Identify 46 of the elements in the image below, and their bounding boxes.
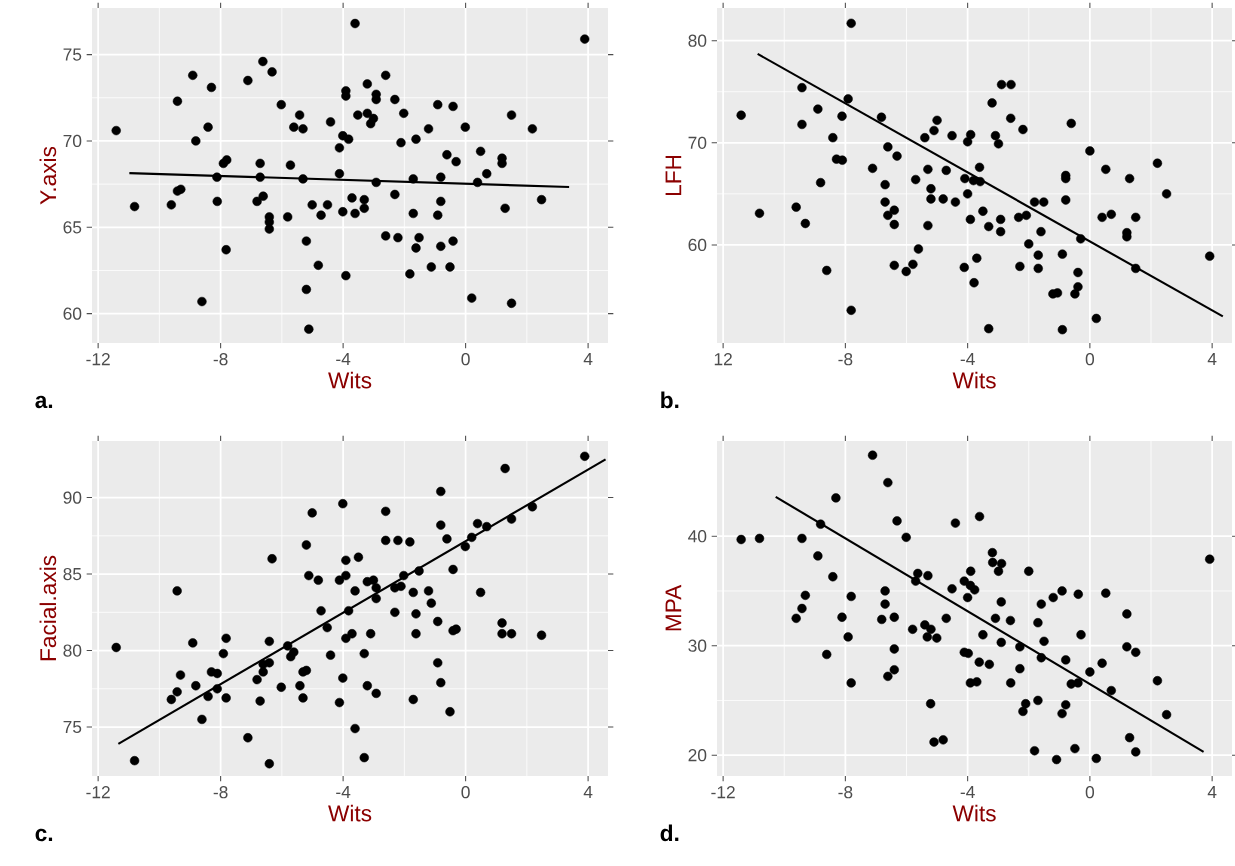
- y-tick-label: 30: [688, 639, 707, 652]
- x-axis-title: Wits: [952, 371, 996, 389]
- x-axis-title: Wits: [328, 804, 372, 822]
- x-tick-label: -8: [213, 786, 228, 799]
- x-axis-title: Wits: [952, 804, 996, 822]
- y-tick-label: 60: [688, 238, 707, 252]
- x-tick-label: -12: [711, 786, 735, 799]
- x-tick-label: -8: [838, 786, 853, 799]
- x-tick-label: 12: [714, 353, 732, 366]
- x-tick-label: -12: [86, 786, 110, 799]
- text: b.: [661, 391, 679, 409]
- x-tick-label: 0: [461, 353, 470, 366]
- y-tick-label: 80: [63, 644, 82, 657]
- y-tick-label: 75: [63, 720, 82, 734]
- y-tick-label: 75: [63, 48, 82, 61]
- x-axis-title: Wits: [328, 371, 372, 389]
- x-tick-label: -4: [336, 786, 351, 798]
- y-tick-label: 65: [63, 221, 82, 234]
- y-tick-label: 20: [688, 749, 707, 762]
- y-tick-label: 60: [63, 307, 82, 320]
- x-tick-label: -12: [86, 353, 110, 366]
- y-axis-title: Y.axis: [39, 146, 57, 205]
- y-axis-title: LFH: [665, 155, 682, 196]
- x-tick-label: 4: [583, 353, 593, 365]
- x-tick-label: 0: [1085, 786, 1095, 799]
- x-tick-label: 0: [1085, 353, 1095, 366]
- y-tick-label: 80: [688, 34, 707, 47]
- text: d.: [660, 824, 679, 842]
- y-tick-label: 40: [688, 530, 707, 543]
- x-tick-label: 4: [1207, 786, 1217, 798]
- x-tick-label: 0: [461, 786, 470, 799]
- x-tick-label: 4: [583, 786, 593, 798]
- y-axis-title: MPA: [665, 584, 682, 631]
- text: a.: [35, 395, 53, 409]
- x-tick-label: -4: [960, 353, 975, 365]
- y-tick-label: 70: [688, 136, 707, 149]
- x-tick-label: -4: [960, 786, 975, 798]
- x-tick-label: -8: [838, 353, 853, 366]
- y-tick-label: 90: [63, 491, 82, 504]
- y-axis-title: Facial.axis: [39, 555, 57, 661]
- x-tick-label: -8: [213, 353, 228, 366]
- text: c.: [35, 828, 53, 842]
- y-tick-label: 85: [63, 567, 82, 581]
- x-tick-label: 4: [1207, 353, 1217, 365]
- y-tick-label: 70: [63, 134, 82, 148]
- x-tick-label: -4: [336, 353, 351, 365]
